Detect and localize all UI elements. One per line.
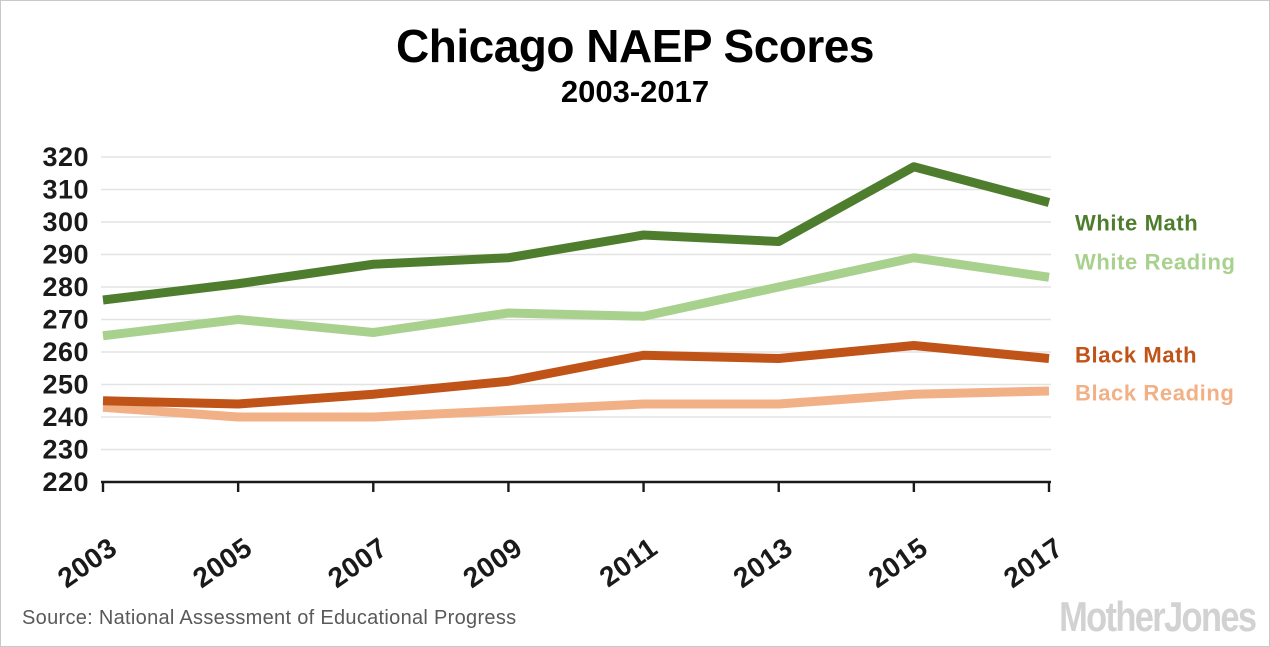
chart-series	[102, 162, 1051, 422]
x-tick-label: 2015	[863, 532, 933, 594]
y-tick-label: 220	[42, 467, 89, 497]
y-tick-label: 310	[42, 175, 89, 205]
y-tick-label: 290	[42, 240, 89, 270]
series-line-white-math	[102, 162, 1051, 305]
x-tick-label: 2007	[322, 532, 392, 594]
x-axis-labels: 2003 2005 2007 2009 2011 2013 2015 2017	[52, 532, 1068, 594]
x-tick-label: 2003	[52, 532, 122, 594]
series-line-white-reading	[102, 253, 1050, 341]
x-tick-label: 2011	[594, 532, 663, 593]
legend-label-black-math: Black Math	[1075, 343, 1197, 368]
legend-label-black-reading: Black Reading	[1075, 381, 1234, 406]
series-line-black-reading	[102, 386, 1050, 422]
legend-label-white-reading: White Reading	[1075, 250, 1236, 275]
mother-jones-logo: MotherJones	[1058, 593, 1257, 640]
y-tick-label: 320	[42, 142, 89, 172]
x-tick-label: 2017	[998, 532, 1068, 594]
chart-subtitle: 2003-2017	[560, 74, 710, 109]
y-tick-label: 250	[42, 370, 89, 400]
y-tick-label: 280	[42, 272, 89, 302]
y-tick-label: 260	[42, 337, 89, 367]
series-line-black-math	[102, 341, 1050, 409]
x-axis	[101, 480, 1051, 492]
x-tick-label: 2005	[187, 532, 257, 594]
y-tick-label: 240	[42, 402, 89, 432]
legend-label-white-math: White Math	[1075, 211, 1198, 236]
y-tick-label: 270	[42, 305, 89, 335]
y-tick-label: 230	[42, 435, 89, 465]
source-note: Source: National Assessment of Education…	[22, 607, 517, 629]
legend: White Math White Reading Black Math Blac…	[1075, 211, 1236, 406]
chart-title: Chicago NAEP Scores	[396, 20, 874, 72]
x-tick-label: 2013	[728, 532, 798, 594]
y-tick-label: 300	[42, 207, 89, 237]
x-tick-label: 2009	[457, 532, 527, 594]
